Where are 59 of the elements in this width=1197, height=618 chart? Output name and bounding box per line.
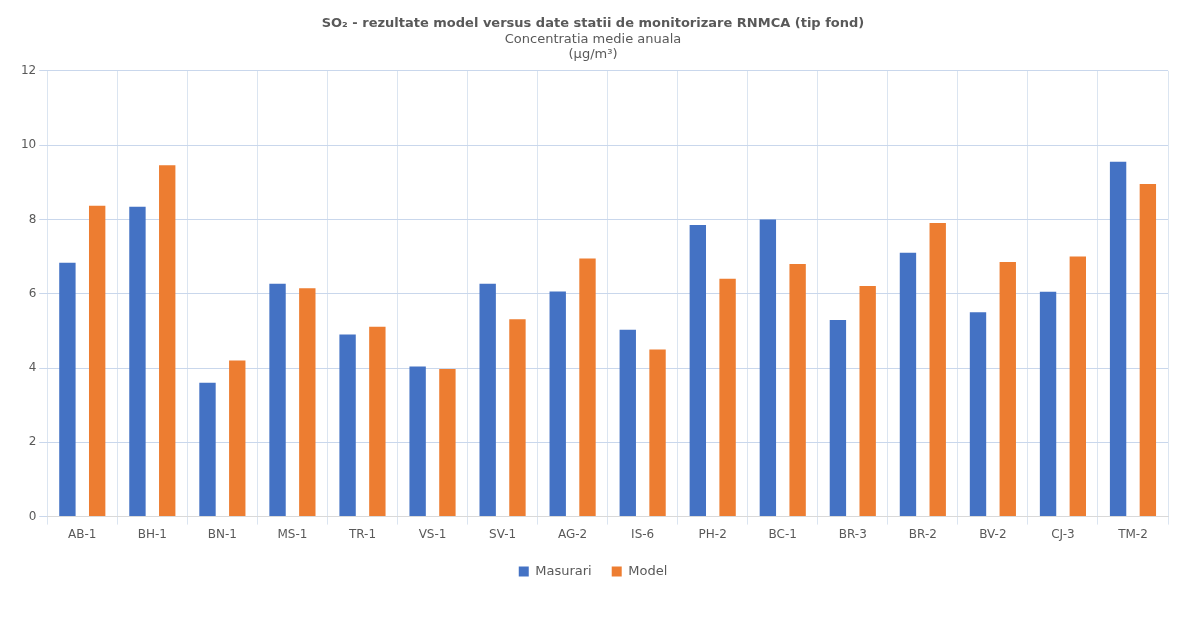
y-tick-label: 12 <box>20 62 37 77</box>
bar <box>719 278 736 517</box>
bar <box>899 252 917 517</box>
x-tick-label: TM-2 <box>1117 526 1148 541</box>
bar <box>1139 184 1157 517</box>
bar <box>269 283 286 517</box>
y-tick-label: 4 <box>28 360 37 375</box>
bar <box>579 258 596 517</box>
bar <box>969 312 987 517</box>
x-tick-label: BC-1 <box>768 526 797 541</box>
x-tick-label: AB-1 <box>68 526 97 541</box>
bar <box>1039 291 1057 517</box>
y-tick-label: 6 <box>28 285 37 300</box>
x-tick-label: BR-2 <box>908 526 937 541</box>
y-tick-label: 8 <box>28 211 37 226</box>
bar <box>619 329 636 517</box>
x-tick-label: BR-3 <box>838 526 867 541</box>
x-tick-label: BN-1 <box>207 526 237 541</box>
bar <box>829 320 847 517</box>
bar <box>859 285 876 517</box>
bar <box>59 262 76 517</box>
x-tick-label: BV-2 <box>979 526 1007 541</box>
bar <box>689 224 707 517</box>
bar <box>759 219 777 517</box>
bar <box>1109 161 1127 517</box>
x-tick-label: SV-1 <box>489 526 517 541</box>
x-tick-label: AG-2 <box>557 526 588 541</box>
bar <box>229 360 246 517</box>
bar <box>199 382 216 517</box>
bar <box>509 319 526 517</box>
bar <box>409 366 426 517</box>
legend-label: Model <box>628 562 668 578</box>
x-tick-label: CJ-3 <box>1051 526 1075 541</box>
y-tick-label: 10 <box>20 137 37 152</box>
y-tick-label: 2 <box>28 434 37 449</box>
chart-subtitle: Concentratia medie anuala (µg/m³) <box>504 30 682 62</box>
legend-label: Masurari <box>535 562 592 578</box>
bar <box>88 205 106 517</box>
bar <box>649 349 666 517</box>
bar <box>789 263 806 517</box>
x-tick-label: IS-6 <box>631 526 655 541</box>
bar <box>439 369 456 517</box>
bar <box>369 326 386 517</box>
y-tick-label: 0 <box>28 508 37 523</box>
chart-title: SO₂ - rezultate model versus date statii de monitorizare RNMCA (tip fond) <box>321 15 865 31</box>
x-tick-label: BH-1 <box>137 526 167 541</box>
bar <box>929 223 946 517</box>
bar <box>999 262 1016 517</box>
x-tick-label: MS-1 <box>277 526 308 541</box>
bar <box>479 283 496 517</box>
bar <box>299 288 316 517</box>
bar <box>549 291 566 517</box>
x-tick-label: VS-1 <box>418 526 447 541</box>
x-tick-label: PH-2 <box>698 526 727 541</box>
x-tick-label: TR-1 <box>347 526 377 541</box>
bar <box>159 165 176 517</box>
bar <box>129 206 146 517</box>
bar <box>339 334 356 517</box>
bar <box>1069 256 1086 517</box>
